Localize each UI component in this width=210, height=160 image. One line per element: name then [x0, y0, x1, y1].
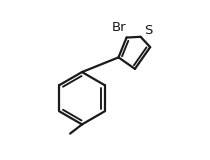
- Text: S: S: [144, 24, 153, 37]
- Text: Br: Br: [112, 21, 127, 34]
